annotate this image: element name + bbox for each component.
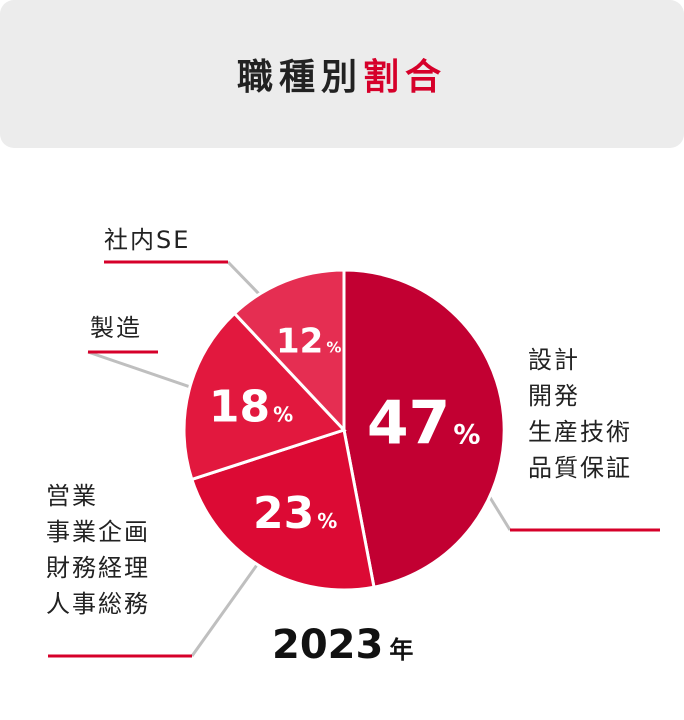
percent-label-design: 47% xyxy=(367,389,481,459)
category-label-it: 社内SE xyxy=(104,222,190,258)
pie-slice-sales xyxy=(189,428,376,592)
year-label: 2023 年 xyxy=(272,622,413,668)
category-label-design: 設計 開発 生産技術 品質保証 xyxy=(528,342,632,486)
label-line: 人事総務 xyxy=(46,590,150,618)
category-label-manufacturing: 製造 xyxy=(90,310,142,346)
title-banner: 職種別割合 xyxy=(0,0,684,148)
percent-label-it: 12% xyxy=(276,322,341,362)
label-line: 開発 xyxy=(528,382,580,410)
year-unit: 年 xyxy=(389,636,414,664)
percent-labels: 47 % 23 % 18 % 12% xyxy=(209,322,481,539)
title-accent: 割合 xyxy=(363,57,448,98)
title-main: 職種別 xyxy=(236,57,363,98)
label-line: 営業 xyxy=(46,482,98,510)
pie-slices xyxy=(182,268,506,592)
pie-slice-design xyxy=(342,268,506,589)
label-line: 社内SE xyxy=(104,226,191,254)
percent-label-manufacturing: 18% xyxy=(209,382,293,433)
year-value: 2023 xyxy=(272,622,384,668)
label-line: 製造 xyxy=(90,314,142,342)
label-line: 生産技術 xyxy=(528,418,632,446)
label-line: 財務経理 xyxy=(46,554,150,582)
pie-slice-manufacturing xyxy=(182,311,347,482)
page-title: 職種別割合 xyxy=(237,48,447,100)
label-line: 設計 xyxy=(528,346,580,374)
category-label-sales: 営業 事業企画 財務経理 人事総務 xyxy=(46,478,150,622)
label-line: 品質保証 xyxy=(528,454,632,482)
percent-label-sales: 23% xyxy=(253,488,337,539)
label-line: 事業企画 xyxy=(46,518,150,546)
pie-slice-it xyxy=(232,268,346,434)
